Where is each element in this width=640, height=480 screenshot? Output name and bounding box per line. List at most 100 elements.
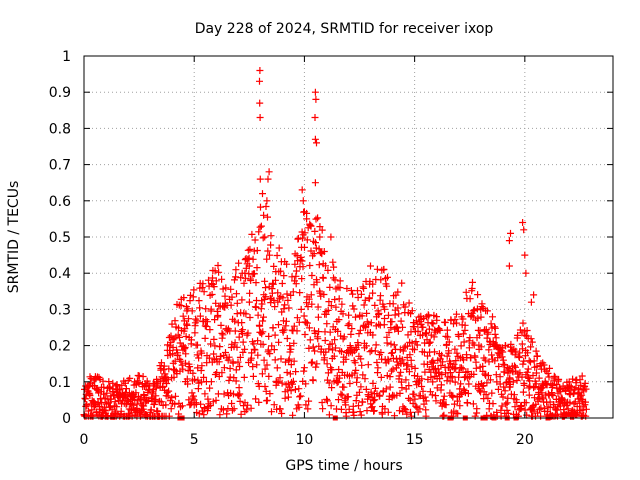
data-point <box>533 362 541 370</box>
data-point <box>325 298 333 306</box>
data-point <box>516 349 524 357</box>
data-point <box>215 358 223 366</box>
data-point <box>579 402 587 410</box>
data-point <box>401 405 408 413</box>
data-point <box>206 326 214 334</box>
data-point <box>483 307 491 315</box>
data-point <box>205 354 213 362</box>
data-point <box>242 310 250 318</box>
data-point <box>272 276 279 284</box>
data-point <box>582 412 590 420</box>
data-point <box>245 298 253 306</box>
data-point <box>444 333 452 341</box>
data-point <box>188 389 196 397</box>
data-point <box>181 344 189 351</box>
data-point <box>233 290 240 298</box>
data-point <box>303 236 311 244</box>
data-point <box>423 360 431 368</box>
data-point <box>544 369 552 377</box>
data-point <box>251 236 259 244</box>
data-point <box>281 394 289 402</box>
data-point <box>377 276 385 284</box>
data-point <box>433 316 441 324</box>
data-point <box>170 373 178 381</box>
data-point <box>473 405 481 413</box>
data-point <box>335 366 343 373</box>
data-point <box>232 266 240 274</box>
data-point <box>520 226 528 234</box>
data-point <box>345 311 353 319</box>
data-point <box>418 375 426 383</box>
data-point <box>283 290 291 298</box>
data-point <box>347 330 355 338</box>
y-tick-label: 0.5 <box>49 230 71 246</box>
data-point <box>470 370 478 378</box>
data-point <box>440 396 447 404</box>
data-point <box>578 395 586 403</box>
data-point <box>381 405 389 413</box>
data-point <box>513 398 521 406</box>
data-point <box>168 320 176 328</box>
data-point <box>395 372 403 380</box>
data-point <box>392 323 400 331</box>
data-point <box>342 412 350 420</box>
data-point <box>297 392 305 400</box>
data-point <box>447 359 454 367</box>
data-point <box>322 310 330 318</box>
data-point <box>230 405 238 413</box>
data-point <box>371 301 379 309</box>
data-point <box>566 382 574 390</box>
data-point <box>411 395 419 403</box>
data-point <box>453 349 461 357</box>
data-point <box>302 401 310 409</box>
data-point <box>388 318 396 326</box>
data-point <box>289 377 297 385</box>
data-point <box>300 367 308 375</box>
data-point <box>330 263 338 271</box>
data-point <box>511 351 519 359</box>
data-point <box>169 350 177 358</box>
data-point <box>385 329 393 336</box>
y-tick-label: 0.2 <box>49 339 71 355</box>
data-point <box>146 382 154 390</box>
data-point <box>243 406 251 414</box>
data-point <box>327 402 335 410</box>
data-point <box>201 390 209 398</box>
data-point <box>253 247 261 254</box>
data-point <box>406 351 414 359</box>
data-point <box>274 378 282 386</box>
data-point <box>344 393 352 401</box>
data-point <box>280 305 288 313</box>
data-point <box>414 372 422 380</box>
data-point <box>381 315 388 322</box>
data-point <box>229 359 237 367</box>
y-tick-label: 0.6 <box>49 194 71 210</box>
data-point <box>380 321 388 329</box>
data-point <box>100 390 108 398</box>
data-point <box>405 299 413 307</box>
data-point <box>532 380 540 388</box>
data-point <box>356 408 364 416</box>
data-point <box>425 325 433 333</box>
data-point <box>255 228 263 236</box>
data-point <box>249 255 257 263</box>
data-point <box>549 382 557 389</box>
data-point <box>319 405 327 413</box>
data-point <box>135 379 143 387</box>
data-point <box>311 114 319 121</box>
data-point <box>522 269 530 277</box>
data-point <box>320 248 328 255</box>
data-point <box>378 410 386 418</box>
data-point <box>302 380 310 388</box>
data-point <box>322 262 329 270</box>
data-point <box>180 294 188 302</box>
data-point <box>362 342 370 350</box>
data-point <box>383 282 391 290</box>
data-point <box>372 341 380 349</box>
data-point <box>464 368 472 376</box>
data-point <box>412 402 420 410</box>
data-point <box>318 226 326 234</box>
data-point <box>259 340 267 348</box>
data-point <box>328 384 336 392</box>
data-point <box>396 389 404 397</box>
